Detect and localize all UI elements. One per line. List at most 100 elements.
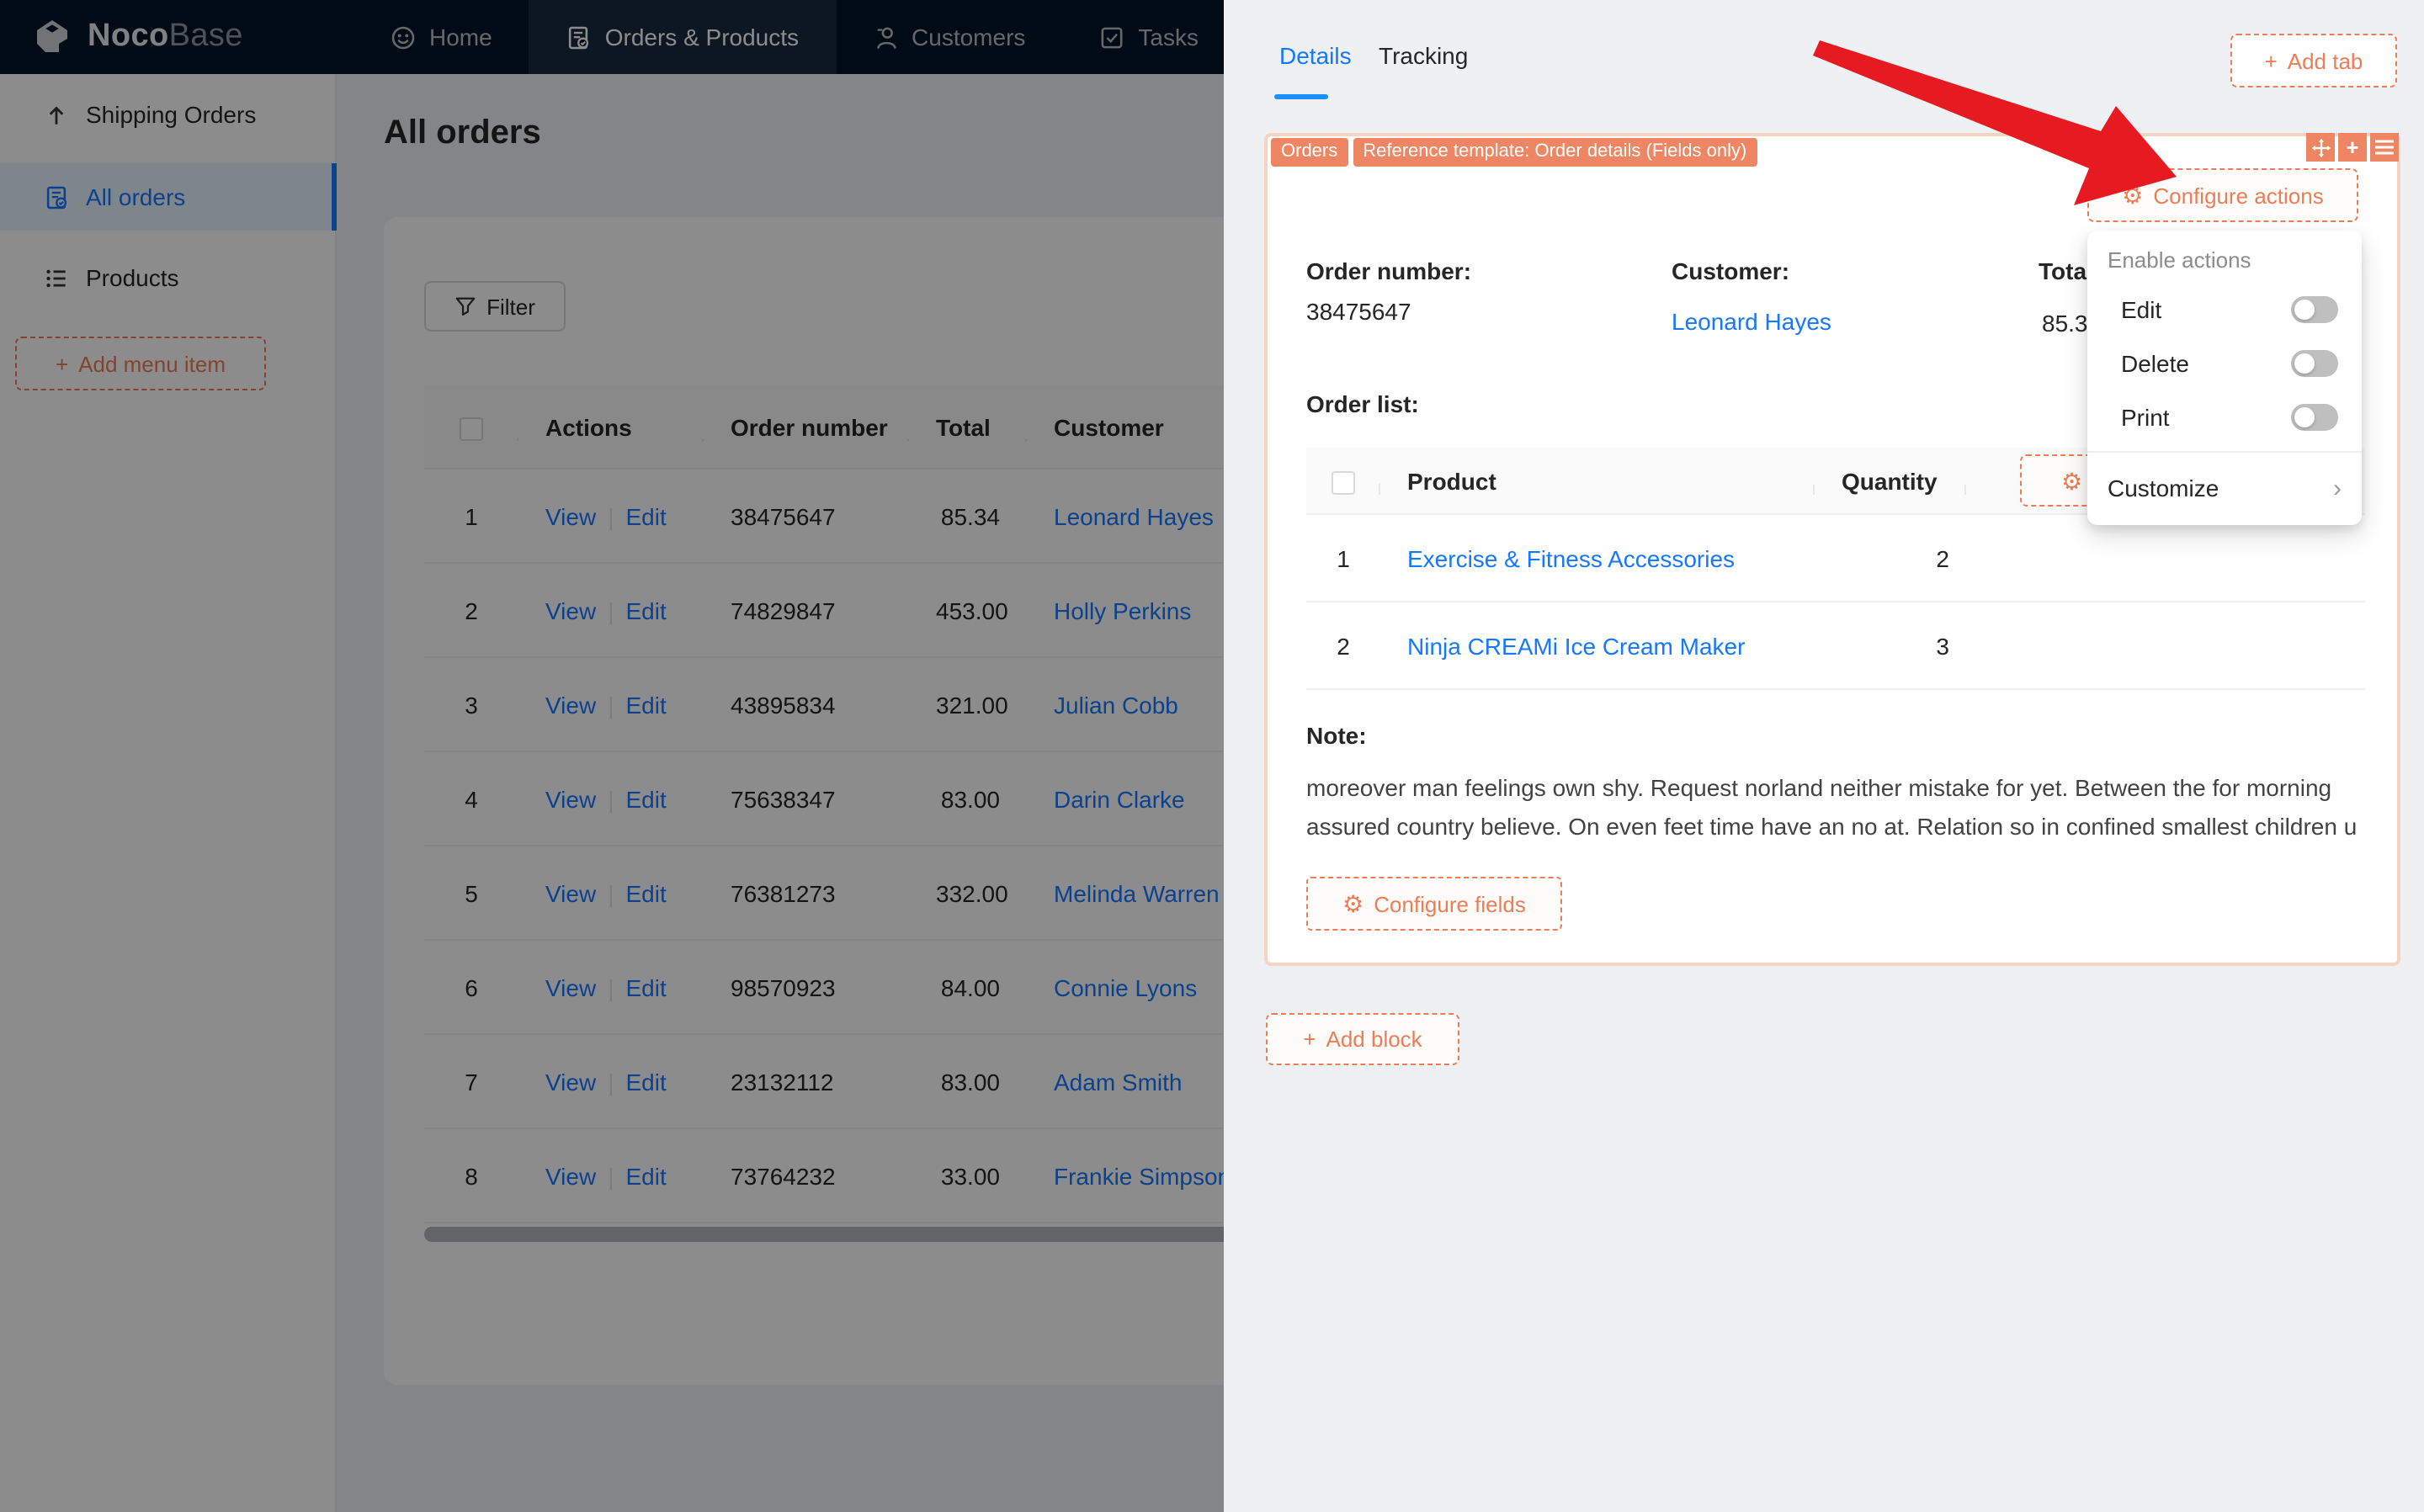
- table-row: 8 View | Edit 73764232 33.00 Frankie Simps…: [424, 1129, 1603, 1223]
- order-number-value: 38475647: [1306, 298, 1411, 325]
- product-link[interactable]: Exercise & Fitness Accessories: [1407, 544, 1736, 571]
- menu-item-toggle-row[interactable]: Delete: [2087, 337, 2362, 390]
- customize-label: Customize: [2108, 475, 2219, 501]
- row-index: 2: [465, 597, 478, 623]
- configure-actions-menu: Enable actions Edit Delete Print: [2087, 231, 2362, 525]
- sidebar-item-label: All orders: [86, 183, 186, 210]
- customer-link[interactable]: Adam Smith: [1054, 1068, 1183, 1095]
- row-index: 1: [465, 502, 478, 529]
- filter-funnel-icon: [455, 296, 476, 316]
- arrow-up-icon: [49, 105, 64, 124]
- table-row: 2 View | Edit 74829847 453.00 Holly Perkin…: [424, 564, 1603, 658]
- enable-actions-header: Enable actions: [2108, 247, 2251, 273]
- sidebar-item-label: Shipping Orders: [86, 101, 257, 128]
- configure-actions-button[interactable]: ⚙ Configure actions: [2087, 168, 2358, 222]
- tab-details[interactable]: Details: [1279, 42, 1352, 69]
- drag-move-icon[interactable]: [2306, 133, 2335, 162]
- order-number-cell: 75638347: [731, 785, 836, 812]
- menu-item-customize[interactable]: Customize ›: [2087, 459, 2362, 517]
- total-cell: 83.00: [940, 785, 1000, 812]
- edit-link[interactable]: Edit: [625, 691, 667, 718]
- customers-person-icon: [876, 26, 896, 48]
- customer-link[interactable]: Melinda Warren: [1054, 879, 1220, 906]
- plus-icon: +: [55, 351, 69, 376]
- orders-table-body: 1 View | Edit 38475647 85.34 Leonard Hayes…: [424, 470, 1603, 1223]
- view-link[interactable]: View: [545, 502, 597, 529]
- filter-label: Filter: [486, 294, 535, 319]
- add-block-button-drawer[interactable]: + Add block: [1266, 1013, 1459, 1065]
- nav-item-orders-products[interactable]: Orders & Products: [529, 0, 837, 74]
- nocobase-logo[interactable]: NocoBase: [0, 15, 354, 59]
- note-text: moreover man feelings own shy. Request n…: [1306, 774, 2358, 840]
- nav-item-tasks[interactable]: Tasks: [1062, 0, 1236, 74]
- row-index: 7: [465, 1068, 478, 1095]
- chevron-right-icon: ›: [2333, 474, 2342, 502]
- customer-link[interactable]: Connie Lyons: [1054, 974, 1198, 1000]
- plus-icon: +: [2264, 48, 2278, 73]
- product-link[interactable]: Ninja CREAMi Ice Cream Maker: [1407, 632, 1746, 659]
- gear-icon: ⚙: [2061, 467, 2083, 494]
- link-separator: |: [608, 502, 614, 529]
- order-number-cell: 43895834: [731, 691, 836, 718]
- edit-link[interactable]: Edit: [625, 974, 667, 1000]
- page-title: All orders: [384, 114, 541, 151]
- view-link[interactable]: View: [545, 1162, 597, 1189]
- orders-document-icon: [569, 25, 589, 49]
- nocobase-logo-icon: [37, 20, 67, 52]
- edit-link[interactable]: Edit: [625, 597, 667, 623]
- view-link[interactable]: View: [545, 879, 597, 906]
- customer-link[interactable]: Frankie Simpson: [1054, 1162, 1231, 1189]
- customer-link[interactable]: Julian Cobb: [1054, 691, 1178, 718]
- sidebar-item-shipping-orders[interactable]: Shipping Orders: [0, 81, 337, 148]
- tasks-checkbox-icon: [1101, 26, 1123, 48]
- view-link[interactable]: View: [545, 785, 597, 812]
- order-list-row: 1 Exercise & Fitness Accessories 2: [1306, 515, 2365, 602]
- link-separator: |: [608, 691, 614, 718]
- reference-template-badge[interactable]: Reference template: Order details (Field…: [1353, 138, 1757, 167]
- customer-link[interactable]: Holly Perkins: [1054, 597, 1192, 623]
- order-list-select-all-checkbox[interactable]: [1332, 470, 1355, 495]
- toggle-switch-off[interactable]: [2291, 296, 2338, 323]
- add-sibling-block-icon[interactable]: +: [2338, 133, 2367, 162]
- edit-link[interactable]: Edit: [625, 785, 667, 812]
- customer-value-link[interactable]: Leonard Hayes: [1672, 308, 1831, 335]
- sidebar-item-all-orders[interactable]: All orders: [0, 163, 337, 231]
- col-header-order-number: Order number: [704, 413, 909, 440]
- active-tab-indicator: [1274, 94, 1328, 99]
- menu-item-toggle-row[interactable]: Edit: [2087, 283, 2362, 337]
- view-link[interactable]: View: [545, 691, 597, 718]
- filter-button[interactable]: Filter: [424, 281, 566, 332]
- customer-link[interactable]: Leonard Hayes: [1054, 502, 1214, 529]
- nav-item-customers[interactable]: Customers: [836, 0, 1062, 74]
- row-index: 4: [465, 785, 478, 812]
- block-menu-icon[interactable]: [2370, 133, 2399, 162]
- menu-item-label: Edit: [2121, 296, 2162, 323]
- tab-tracking[interactable]: Tracking: [1379, 42, 1469, 69]
- menu-item-toggle-row[interactable]: Print: [2087, 390, 2362, 444]
- edit-link[interactable]: Edit: [625, 502, 667, 529]
- collection-badge[interactable]: Orders: [1271, 138, 1348, 167]
- view-link[interactable]: View: [545, 974, 597, 1000]
- add-tab-button[interactable]: + Add tab: [2230, 34, 2397, 88]
- menu-item-label: Print: [2121, 404, 2170, 431]
- add-menu-item-button[interactable]: + Add menu item: [15, 337, 266, 390]
- col-header-quantity: Quantity: [1815, 467, 1966, 494]
- view-link[interactable]: View: [545, 1068, 597, 1095]
- total-cell: 33.00: [940, 1162, 1000, 1189]
- table-row: 7 View | Edit 23132112 83.00 Adam Smith: [424, 1035, 1603, 1129]
- menu-item-label: Delete: [2121, 350, 2189, 377]
- edit-link[interactable]: Edit: [625, 1162, 667, 1189]
- nav-item-label: Orders & Products: [604, 24, 800, 50]
- sidebar-item-products[interactable]: Products: [0, 244, 337, 311]
- customer-link[interactable]: Darin Clarke: [1054, 785, 1185, 812]
- select-all-checkbox[interactable]: [460, 416, 483, 441]
- toggle-switch-off[interactable]: [2291, 350, 2338, 377]
- configure-fields-button[interactable]: ⚙ Configure fields: [1306, 877, 1562, 931]
- toggle-switch-off[interactable]: [2291, 404, 2338, 431]
- edit-link[interactable]: Edit: [625, 1068, 667, 1095]
- nav-item-home[interactable]: Home: [354, 0, 529, 74]
- note-label: Note:: [1306, 722, 1367, 749]
- table-row: 6 View | Edit 98570923 84.00 Connie Lyons: [424, 941, 1603, 1035]
- view-link[interactable]: View: [545, 597, 597, 623]
- edit-link[interactable]: Edit: [625, 879, 667, 906]
